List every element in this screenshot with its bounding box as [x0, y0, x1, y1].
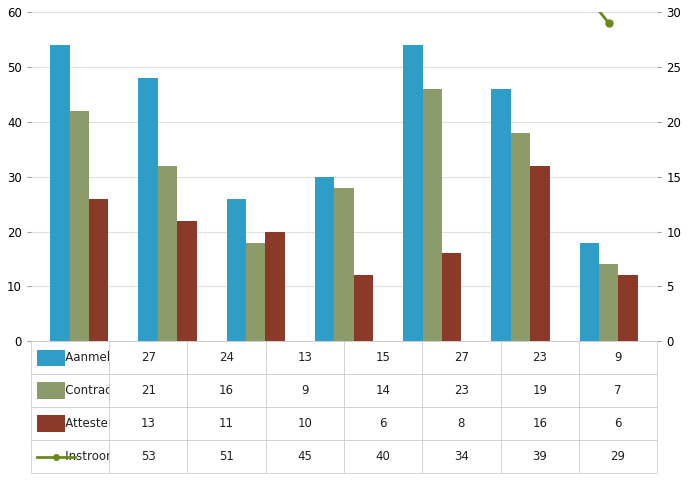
Bar: [334, 188, 354, 341]
FancyBboxPatch shape: [37, 349, 65, 366]
Bar: [69, 111, 89, 341]
Bar: [579, 242, 599, 341]
Bar: [246, 242, 266, 341]
Bar: [354, 276, 373, 341]
Bar: [619, 276, 638, 341]
Bar: [178, 220, 197, 341]
Bar: [315, 177, 334, 341]
Bar: [266, 231, 285, 341]
Bar: [442, 253, 462, 341]
Bar: [403, 45, 422, 341]
Bar: [158, 166, 178, 341]
Bar: [530, 166, 550, 341]
FancyBboxPatch shape: [37, 415, 65, 432]
Bar: [89, 199, 109, 341]
Bar: [599, 264, 619, 341]
Bar: [422, 89, 442, 341]
FancyBboxPatch shape: [37, 383, 65, 399]
Bar: [138, 78, 158, 341]
Bar: [50, 45, 69, 341]
Bar: [226, 199, 246, 341]
Bar: [510, 132, 530, 341]
Bar: [491, 89, 510, 341]
